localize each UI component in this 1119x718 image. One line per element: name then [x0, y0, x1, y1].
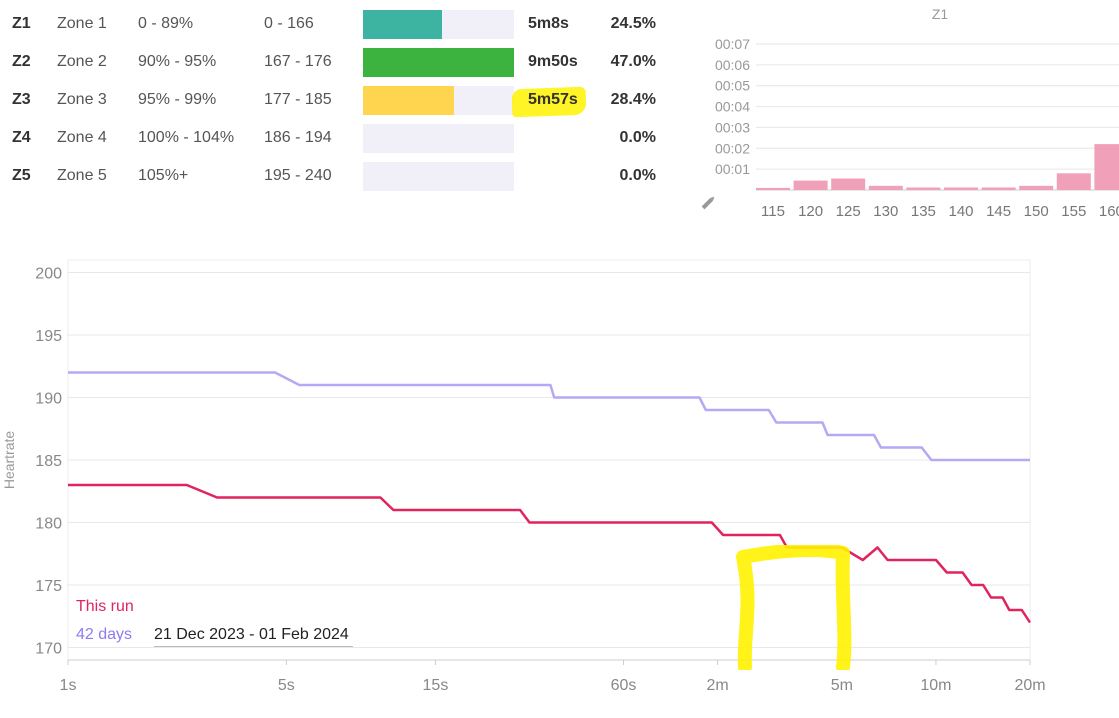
y-tick-label: 200	[35, 266, 62, 283]
zone-bar-track	[363, 86, 514, 115]
legend-date-range: 21 Dec 2023 - 01 Feb 2024	[154, 626, 353, 647]
zone-percent-range: 0 - 89%	[138, 15, 194, 32]
zone-id: Z5	[12, 167, 31, 184]
mini-y-tick: 00:02	[715, 140, 750, 156]
y-tick-label: 195	[35, 328, 62, 345]
y-tick-label: 175	[35, 578, 62, 595]
zone-name: Zone 3	[57, 91, 107, 108]
y-axis-label: Heartrate	[1, 431, 17, 490]
zone-time: 5m8s	[528, 15, 569, 32]
mini-bar	[1019, 185, 1054, 190]
mini-y-tick: 00:03	[715, 119, 750, 135]
mini-chart-title: Z1	[931, 6, 949, 22]
zone-bar-fill	[363, 86, 454, 115]
zone-bpm-range: 195 - 240	[264, 167, 332, 184]
mini-bar	[756, 187, 790, 190]
zone-id: Z2	[12, 53, 31, 70]
mini-x-tick: 140	[948, 203, 973, 220]
zone-name: Zone 2	[57, 53, 107, 70]
zone-id: Z4	[12, 129, 31, 146]
mini-x-tick: 120	[798, 203, 823, 220]
mini-y-tick: 00:05	[715, 78, 750, 94]
mini-bar	[1056, 173, 1091, 190]
y-tick-label: 185	[35, 453, 62, 470]
mini-x-tick: 145	[986, 203, 1011, 220]
zone-id: Z1	[12, 15, 31, 32]
x-tick-label: 10m	[920, 677, 951, 694]
y-tick-label: 170	[35, 641, 62, 658]
y-tick-label: 190	[35, 391, 62, 408]
x-tick-label: 15s	[423, 677, 449, 694]
mini-x-tick: 115	[761, 203, 785, 220]
zone-share: 47.0%	[610, 53, 656, 70]
zone-bar-track	[363, 10, 514, 39]
series-line	[68, 483, 1032, 624]
zone-bar-fill	[363, 48, 514, 77]
x-tick-label: 1s	[60, 677, 77, 694]
zone-percent-range: 90% - 95%	[138, 53, 217, 70]
mini-bar	[831, 178, 866, 190]
zone-bpm-range: 177 - 185	[264, 91, 332, 108]
mini-bar	[793, 180, 828, 190]
x-tick-label: 20m	[1014, 677, 1045, 694]
mini-y-tick: 00:06	[715, 57, 750, 73]
zone-time-highlighted: 5m57s	[528, 91, 578, 108]
heartrate-line-chart: 170 175 180 185 190 195 200 1s 5s 15s 60s 2m 5m 10m 20…	[1, 259, 1046, 694]
zone-share: 24.5%	[610, 15, 656, 32]
legend-this-run: This run	[76, 598, 134, 615]
zone-row-z5: Z5 Zone 5 105%+ 195 - 240 0.0%	[0, 156, 680, 194]
zone-bar-track	[363, 124, 514, 153]
zone-name: Zone 1	[57, 15, 107, 32]
x-tick-label: 2m	[706, 677, 728, 694]
mini-x-tick: 150	[1024, 203, 1049, 220]
mini-x-tick: 135	[911, 203, 936, 220]
x-tick-label: 5s	[278, 677, 295, 694]
pencil-icon	[701, 196, 715, 210]
zone-row-z3: Z3 Zone 3 95% - 99% 177 - 185 5m57s 28.4…	[0, 80, 680, 118]
zone-bar-fill	[363, 10, 442, 39]
zone-time: 9m50s	[528, 53, 578, 70]
x-tick-label: 5m	[831, 677, 853, 694]
zone-percent-range: 105%+	[138, 167, 189, 184]
mini-y-tick: 00:07	[715, 36, 750, 52]
zone-time-histogram: 00:07 00:06 00:05 00:04 00:03 00:02 00:01 115 12…	[701, 36, 1119, 220]
zone-name: Zone 4	[57, 129, 107, 146]
mini-bar	[944, 187, 978, 190]
zone-row-z2: Z2 Zone 2 90% - 95% 167 - 176 9m50s 47.0…	[0, 42, 680, 80]
mini-x-tick: 130	[873, 203, 898, 220]
mini-x-tick: 125	[836, 203, 861, 220]
mini-bar	[981, 187, 1016, 190]
zone-bpm-range: 186 - 194	[264, 129, 332, 146]
zone-percent-range: 95% - 99%	[138, 91, 217, 108]
zone-percent-range: 100% - 104%	[138, 129, 235, 146]
mini-bar	[868, 185, 903, 190]
zone-bpm-range: 0 - 166	[264, 15, 314, 32]
mini-x-tick: 160	[1099, 203, 1119, 220]
zone-share: 0.0%	[619, 167, 656, 184]
mini-x-tick: 155	[1061, 203, 1086, 220]
x-tick-label: 60s	[611, 677, 637, 694]
zone-bar-track	[363, 48, 514, 77]
series-line	[68, 371, 1030, 462]
zone-name: Zone 5	[57, 167, 107, 184]
mini-bar	[906, 187, 941, 190]
zone-share: 0.0%	[619, 129, 656, 146]
zone-bar-track	[363, 162, 514, 191]
legend-42-days: 42 days	[76, 626, 133, 643]
mini-y-tick: 00:01	[715, 161, 750, 177]
mini-y-tick: 00:04	[715, 99, 750, 115]
zone-share: 28.4%	[610, 91, 656, 108]
y-tick-label: 180	[35, 516, 62, 533]
zone-row-z1: Z1 Zone 1 0 - 89% 0 - 166 5m8s 24.5%	[0, 4, 680, 42]
mini-bar	[1094, 144, 1119, 190]
zone-row-z4: Z4 Zone 4 100% - 104% 186 - 194 0.0%	[0, 118, 680, 156]
zone-id: Z3	[12, 91, 31, 108]
zone-bpm-range: 167 - 176	[264, 53, 332, 70]
